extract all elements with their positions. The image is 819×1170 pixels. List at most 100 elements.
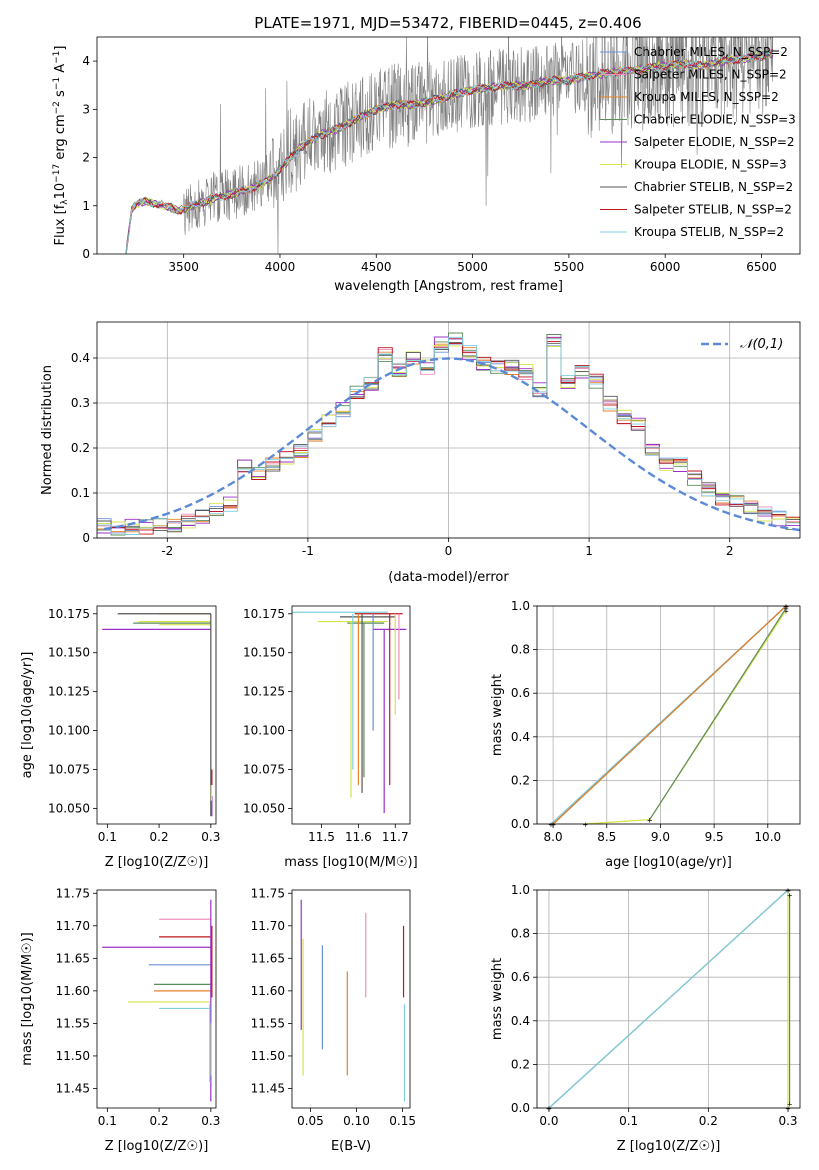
y-tick-label: 11.55: [251, 1016, 285, 1030]
marker-point: +: [783, 607, 789, 615]
x-tick-label: 11.5: [308, 830, 335, 844]
x-tick-label: 0.3: [201, 1114, 220, 1128]
y-tick-label: 11.60: [56, 984, 90, 998]
y-tick-label: 11.55: [56, 1016, 90, 1030]
y-tick-label: 0: [82, 531, 90, 545]
model-fit-line: [125, 49, 773, 254]
axes-frame: [291, 605, 411, 825]
y-tick-label: 0.8: [511, 927, 530, 941]
marker-point: +: [787, 1101, 793, 1109]
plot-area: +++++++++++: [548, 603, 789, 829]
y-tick-label: 10.125: [48, 685, 90, 699]
y-axis-label: Normed distribution: [40, 365, 55, 495]
marker-point: +: [647, 817, 653, 825]
x-tick-label: 0.15: [389, 1114, 416, 1128]
x-tick-label: 2: [726, 544, 734, 558]
normal-curve: [103, 357, 801, 532]
panel-residuals: -2 -1 0 1 2 0 0.1 0.2 0.3 0.4 (data-model)/error No…: [40, 321, 801, 585]
x-tick-label: 0.3: [201, 830, 220, 844]
x-axis-label: Z [log10(Z/Z☉)]: [105, 1139, 209, 1154]
axes-frame: [96, 605, 217, 825]
panel-age-vs-z: 0.1 0.2 0.3 10.050 10.075 10.100 10.125 10.150 1…: [20, 605, 220, 870]
x-tick-label: 5500: [554, 260, 585, 274]
plot-area: [102, 613, 213, 817]
y-tick-label: 0.6: [511, 686, 530, 700]
axes-frame: [96, 36, 801, 255]
y-tick-label: 0.4: [71, 351, 90, 365]
y-tick-label: 0.8: [511, 643, 530, 657]
axes-frame: [96, 889, 217, 1109]
x-tick-label: 10.0: [754, 830, 781, 844]
cumulative-weight-line: [552, 605, 787, 825]
cumulative-weight-line: [548, 889, 789, 1109]
plot-area: [102, 899, 213, 1102]
x-axis-label: (data-model)/error: [388, 570, 509, 585]
panel-weight-vs-age: +++++++++++8.0 8.5 9.0 9.5 10.0 0.0 0.2 0.4 0.6 0…: [490, 599, 801, 870]
y-tick-label: 10.100: [48, 724, 90, 738]
y-tick-label: 11.45: [251, 1081, 285, 1095]
y-tick-label: 11.45: [56, 1081, 90, 1095]
y-tick-label: 11.75: [56, 886, 90, 900]
x-tick-label: -1: [302, 544, 314, 558]
model-fit-line: [125, 49, 774, 254]
x-axis-label: age [log10(age/yr)]: [605, 855, 732, 870]
x-tick-label: 0.3: [778, 1114, 797, 1128]
plot-area: [97, 332, 801, 536]
residual-histogram: [97, 336, 800, 535]
x-tick-label: 11.6: [345, 830, 372, 844]
marker-point: +: [783, 603, 789, 611]
panel-age-vs-mass: 11.5 11.6 11.7 10.050 10.075 10.100 10.125 10.1…: [243, 605, 418, 870]
y-tick-label: 0.4: [511, 730, 530, 744]
y-tick-label: 11.70: [56, 919, 90, 933]
x-tick-label: 0.2: [150, 1114, 169, 1128]
y-tick-label: 3: [82, 102, 90, 116]
x-tick-label: 6000: [650, 260, 681, 274]
x-tick-label: 0.05: [297, 1114, 324, 1128]
legend: Chabrier MILES, N_SSP=2 Salpeter MILES, N…: [600, 45, 796, 239]
y-tick-label: 11.60: [251, 984, 285, 998]
legend-label: Kroupa ELODIE, N_SSP=3: [634, 158, 787, 172]
x-axis-label: wavelength [Angstrom, rest frame]: [334, 279, 563, 294]
observed-spectrum: [125, 37, 774, 254]
x-tick-label: 11.7: [382, 830, 409, 844]
x-tick-label: 9.5: [705, 830, 724, 844]
chart-title: PLATE=1971, MJD=53472, FIBERID=0445, z=0…: [254, 14, 641, 32]
y-tick-label: 0.2: [511, 773, 530, 787]
marker-point: +: [783, 603, 789, 611]
x-axis-label: Z [log10(Z/Z☉)]: [105, 855, 209, 870]
y-tick-label: 10.075: [243, 763, 285, 777]
y-tick-label: 0.3: [71, 396, 90, 410]
legend-label: Salpeter MILES, N_SSP=2: [634, 68, 787, 82]
y-tick-label: 4: [82, 54, 90, 68]
y-tick-label: 10.175: [48, 607, 90, 621]
legend-label: Chabrier ELODIE, N_SSP=3: [634, 113, 796, 127]
y-tick-label: 0.4: [511, 1014, 530, 1028]
x-axis-label: mass [log10(M/M☉)]: [284, 855, 417, 870]
y-tick-label: 0.0: [511, 1101, 530, 1115]
x-axis-label: E(B-V): [331, 1139, 371, 1154]
marker-point: +: [783, 603, 789, 611]
axes-frame: [536, 605, 801, 825]
legend-label: Kroupa MILES, N_SSP=2: [634, 90, 779, 104]
x-tick-label: 0.0: [539, 1114, 558, 1128]
y-tick-label: 10.175: [243, 607, 285, 621]
y-tick-label: 0.2: [511, 1057, 530, 1071]
y-tick-label: 11.65: [251, 951, 285, 965]
y-tick-label: 10.125: [243, 685, 285, 699]
x-tick-label: 0.1: [98, 830, 117, 844]
y-tick-label: 10.050: [48, 801, 90, 815]
x-tick-label: 5000: [457, 260, 488, 274]
y-tick-label: 10.075: [48, 763, 90, 777]
panel-weight-vs-z: ++++++++0.00.10.20.30.00.20.40.60.81.0Z …: [490, 883, 801, 1154]
marker-point: +: [787, 891, 793, 899]
legend-label: Salpeter ELODIE, N_SSP=2: [634, 135, 795, 149]
marker-point: +: [548, 821, 554, 829]
x-tick-label: 8.0: [544, 830, 563, 844]
legend-label: Chabrier MILES, N_SSP=2: [634, 45, 788, 59]
y-tick-label: 10.050: [243, 801, 285, 815]
y-tick-label: 0.2: [71, 441, 90, 455]
y-axis-label: age [log10(age/yr)]: [20, 652, 35, 779]
cumulative-weight-line: [585, 610, 787, 825]
plot-area: [292, 611, 407, 814]
